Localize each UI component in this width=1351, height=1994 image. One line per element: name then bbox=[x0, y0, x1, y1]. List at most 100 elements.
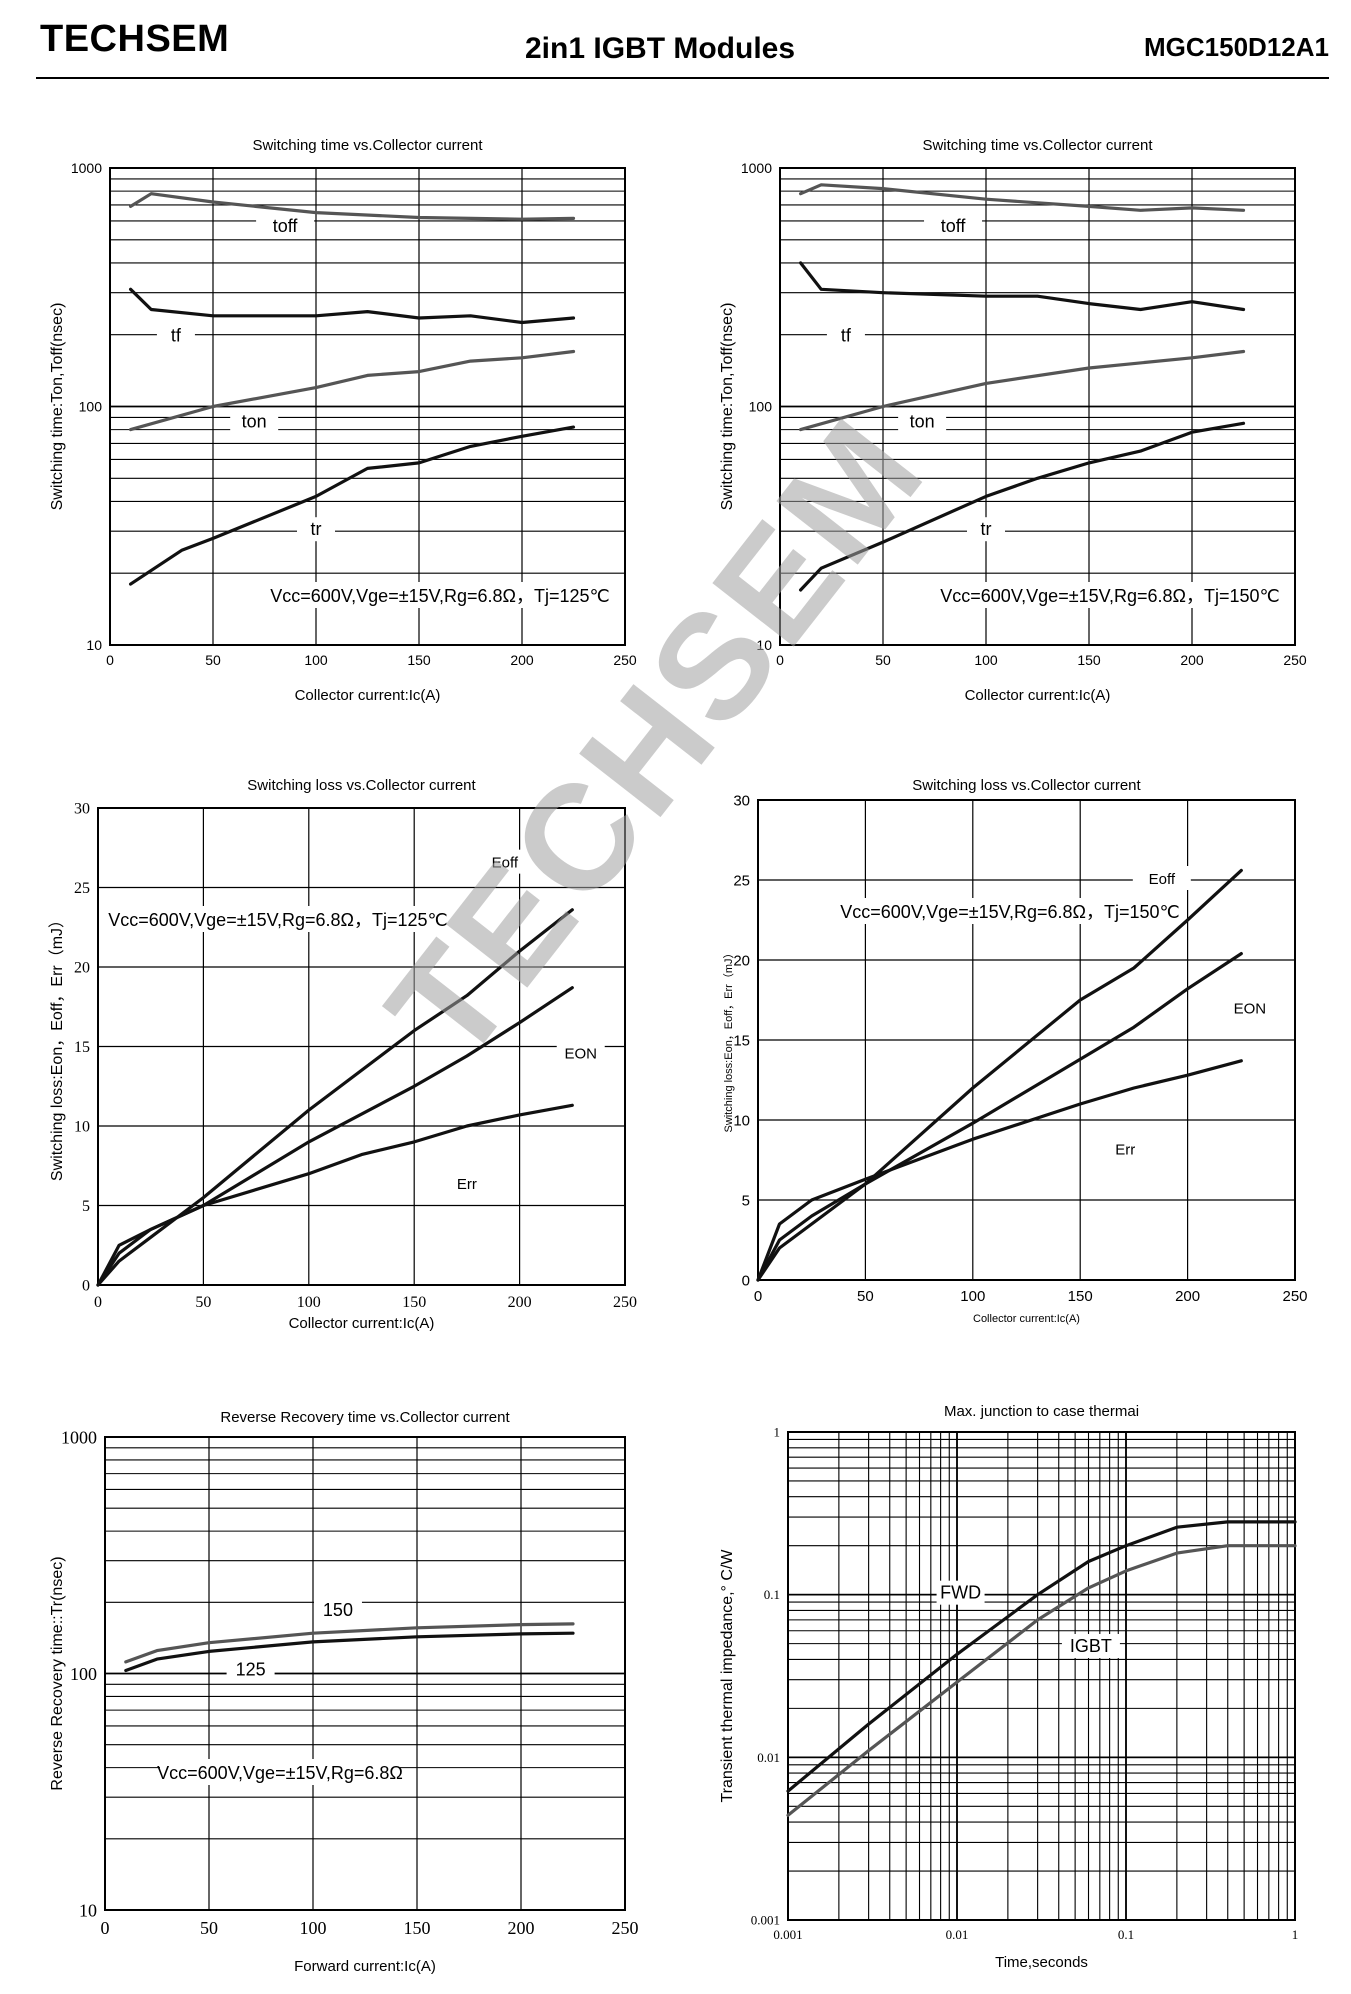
chart-svg: 0.001 0.01 0.1 1 0.001 0.01 0.1 1 Max. junction … bbox=[719, 1403, 1299, 1971]
x-tick-label: 250 bbox=[613, 652, 637, 668]
x-tick-label: 0.001 bbox=[773, 1927, 802, 1942]
y-axis-label: Reverse Recovery time::Tr(nsec) bbox=[49, 1556, 66, 1790]
series-line-igbt bbox=[786, 1544, 1297, 1817]
plot-frame bbox=[104, 1436, 626, 1911]
grid bbox=[787, 1431, 1296, 1921]
chart-switching-loss-150: 0 50 100 150 200 250 0 5 10 15 20 25 30 Switching los… bbox=[710, 770, 1330, 1350]
y-tick-label: 10 bbox=[86, 637, 102, 653]
curve-label-tr: tr bbox=[981, 519, 992, 539]
y-axis-label: Switching time:Ton,Toff(nsec) bbox=[49, 303, 66, 511]
chart-thermal-impedance: 0.001 0.01 0.1 1 0.001 0.01 0.1 1 Max. junction … bbox=[710, 1400, 1330, 1985]
curve-label-bg bbox=[1101, 1136, 1150, 1161]
x-tick-label: 250 bbox=[1282, 1288, 1307, 1305]
plot-frame bbox=[779, 167, 1296, 646]
annotation-bg bbox=[951, 582, 1269, 608]
annotation-bg bbox=[160, 1759, 400, 1785]
series-line-tr bbox=[128, 425, 576, 586]
series-line-err bbox=[756, 1059, 1243, 1282]
curve-label-bg bbox=[1061, 1634, 1120, 1659]
curve-label-bg bbox=[256, 214, 315, 239]
curve-label-eon: EON bbox=[564, 1045, 597, 1062]
chart-svg: 0 50 100 150 200 250 10 100 1000 Reverse Recovery… bbox=[49, 1409, 639, 1975]
curve-label-err: Err bbox=[457, 1176, 477, 1193]
x-tick-label: 0 bbox=[94, 1294, 102, 1311]
y-axis-label: Switching loss:Eon，Eoff，Err（mJ） bbox=[722, 947, 735, 1132]
x-tick-label: 150 bbox=[404, 1918, 431, 1938]
y-tick-label: 0 bbox=[742, 1272, 750, 1289]
x-tick-label: 50 bbox=[875, 652, 891, 668]
curve-label-fwd: FWD bbox=[940, 1583, 981, 1603]
curve-label-igbt: IGBT bbox=[1070, 1636, 1112, 1656]
x-tick-label: 0 bbox=[101, 1918, 110, 1938]
curve-label-err: Err bbox=[1115, 1141, 1135, 1158]
chart-title: Switching loss vs.Collector current bbox=[247, 777, 476, 794]
x-tick-label: 0 bbox=[776, 652, 784, 668]
test-conditions: Vcc=600V,Vge=±15V,Rg=6.8Ω，Tj=125℃ bbox=[270, 586, 609, 606]
series-line-ton bbox=[798, 349, 1246, 432]
test-conditions: Vcc=600V,Vge=±15V,Rg=6.8Ω，Tj=150℃ bbox=[940, 586, 1279, 606]
x-tick-label: 100 bbox=[974, 652, 998, 668]
series-line-tf bbox=[798, 261, 1246, 312]
y-tick-label: 0.01 bbox=[757, 1750, 780, 1765]
x-tick-label: 200 bbox=[510, 652, 534, 668]
header-rule bbox=[36, 77, 1329, 79]
y-axis-label: Switching loss:Eon，Eoff，Err（mJ） bbox=[48, 912, 66, 1181]
plot-frame bbox=[787, 1431, 1296, 1921]
series-line-125 bbox=[124, 1631, 575, 1673]
y-tick-label: 1000 bbox=[71, 160, 102, 176]
curve-label-tr: tr bbox=[311, 519, 322, 539]
curve-label-bg bbox=[1225, 995, 1274, 1020]
x-tick-label: 1 bbox=[1292, 1927, 1299, 1942]
y-tick-label: 30 bbox=[733, 792, 750, 809]
curve-label-bg bbox=[226, 1657, 275, 1682]
y-tick-label: 1000 bbox=[61, 1427, 97, 1447]
grid bbox=[109, 167, 626, 646]
y-tick-label: 0.1 bbox=[764, 1587, 780, 1602]
curve-label-bg bbox=[475, 849, 534, 874]
x-tick-label: 100 bbox=[297, 1294, 321, 1311]
x-tick-label: 150 bbox=[402, 1294, 426, 1311]
x-tick-label: 50 bbox=[195, 1294, 211, 1311]
annotation-bg bbox=[119, 906, 437, 932]
y-tick-label: 10 bbox=[733, 1112, 750, 1129]
curve-label-eoff: Eoff bbox=[1149, 871, 1176, 888]
series-line-err bbox=[96, 1103, 574, 1287]
series-line-toff bbox=[128, 192, 576, 221]
curve-label-bg bbox=[313, 1597, 362, 1622]
series-line-eon bbox=[96, 986, 574, 1287]
x-tick-label: 250 bbox=[612, 1918, 639, 1938]
x-tick-label: 0.01 bbox=[946, 1927, 969, 1942]
curve-label-bg bbox=[556, 1040, 605, 1065]
x-tick-label: 100 bbox=[304, 652, 328, 668]
test-conditions: Vcc=600V,Vge=±15V,Rg=6.8Ω bbox=[157, 1763, 403, 1783]
x-tick-label: 50 bbox=[205, 652, 221, 668]
curve-label-toff: toff bbox=[941, 216, 967, 236]
x-axis-label: Collector current:Ic(A) bbox=[973, 1313, 1080, 1325]
series-line-eon bbox=[756, 952, 1243, 1282]
grid bbox=[104, 1436, 626, 1911]
series-line-ton bbox=[128, 349, 576, 432]
x-axis-label: Collector current:Ic(A) bbox=[965, 687, 1111, 704]
curve-label-150: 150 bbox=[323, 1600, 353, 1620]
series-line-toff bbox=[798, 183, 1246, 212]
model-number: MGC150D12A1 bbox=[1144, 32, 1329, 62]
curve-label-tf: tf bbox=[841, 325, 852, 345]
chart-svg: 0 50 100 150 200 250 10 100 1000 Switching time v… bbox=[49, 137, 637, 704]
x-tick-label: 200 bbox=[508, 1294, 532, 1311]
series-line-tf bbox=[128, 287, 576, 325]
x-tick-label: 0.1 bbox=[1118, 1927, 1134, 1942]
grid bbox=[757, 799, 1296, 1281]
x-tick-label: 200 bbox=[508, 1918, 535, 1938]
x-tick-label: 50 bbox=[857, 1288, 874, 1305]
curve-label-bg bbox=[967, 517, 1005, 542]
y-tick-label: 100 bbox=[70, 1664, 97, 1684]
chart-title: Reverse Recovery time vs.Collector curre… bbox=[220, 1409, 510, 1426]
y-tick-label: 10 bbox=[79, 1900, 97, 1920]
x-axis-label: Collector current:Ic(A) bbox=[295, 687, 441, 704]
chart-title: Switching loss vs.Collector current bbox=[912, 777, 1141, 794]
y-tick-label: 25 bbox=[74, 880, 90, 897]
curve-label-bg bbox=[1132, 866, 1191, 890]
y-tick-label: 5 bbox=[82, 1198, 90, 1215]
curve-label-bg bbox=[297, 517, 335, 542]
curve-label-bg bbox=[230, 409, 279, 434]
